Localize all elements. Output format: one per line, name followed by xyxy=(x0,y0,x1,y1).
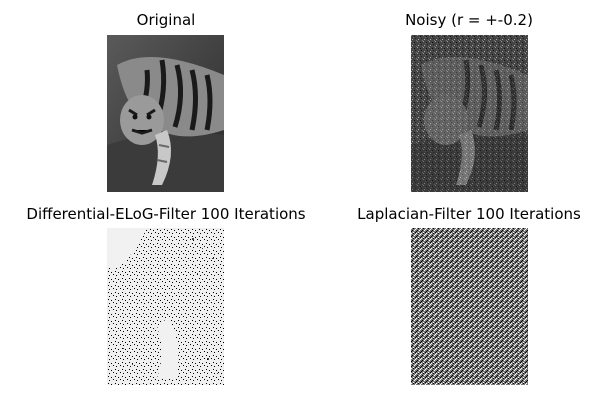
panel-title-laplacian: Laplacian-Filter 100 Iterations xyxy=(357,205,581,223)
elog-filtered-image xyxy=(107,228,224,385)
panel-title-original: Original xyxy=(136,11,196,29)
panel-title-noisy: Noisy (r = +-0.2) xyxy=(405,11,533,29)
laplacian-filtered-image xyxy=(411,228,528,385)
noisy-tiger-image xyxy=(411,35,528,192)
original-tiger-image xyxy=(107,35,224,192)
panel-title-elog: Differential-ELoG-Filter 100 Iterations xyxy=(26,205,306,223)
